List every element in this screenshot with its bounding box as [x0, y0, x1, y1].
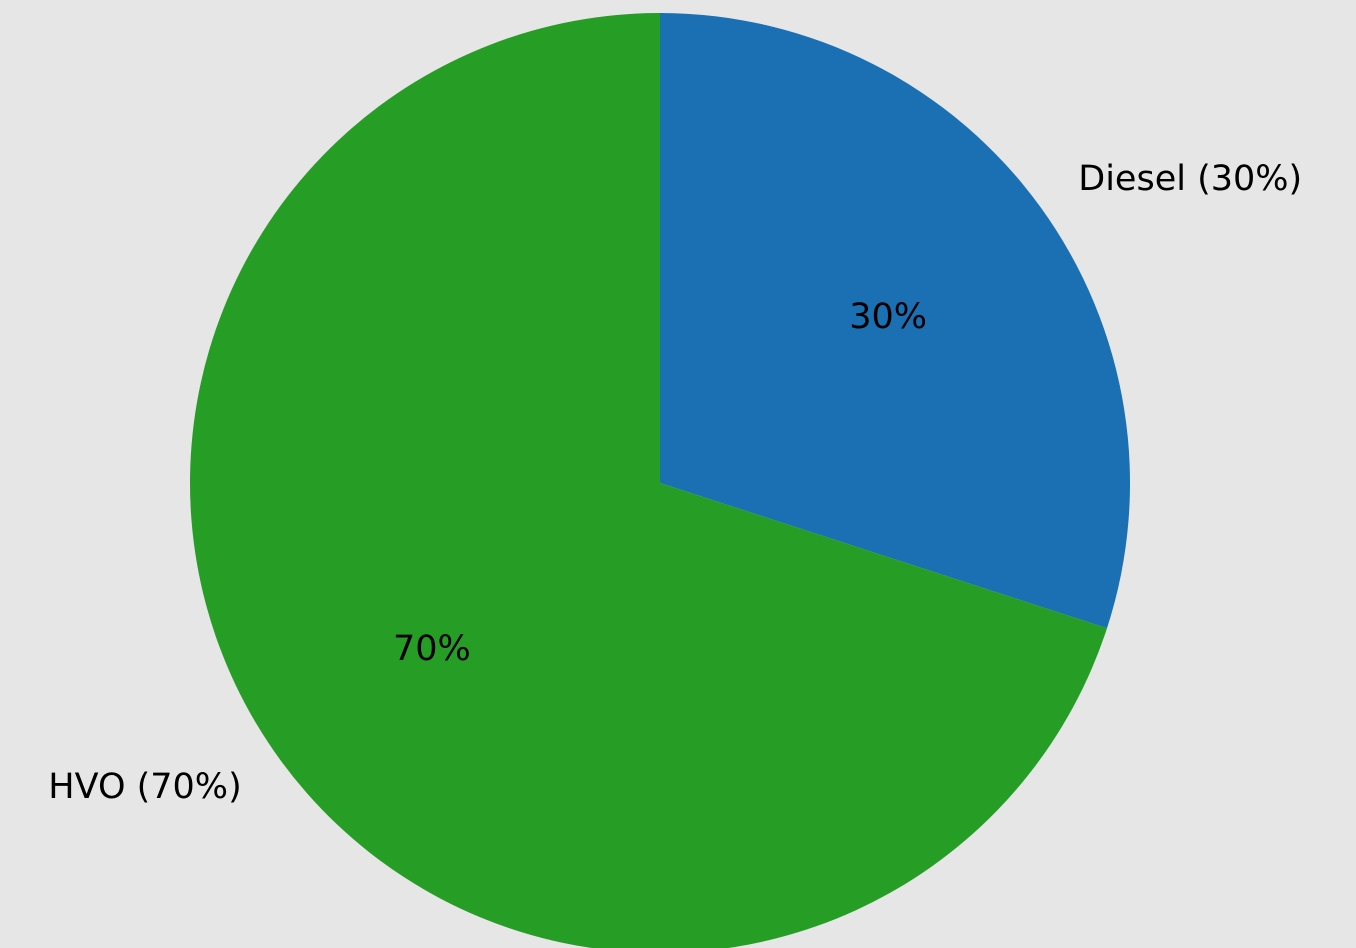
pie-slice-diesel	[660, 13, 1130, 629]
slice-category-label-diesel: Diesel (30%)	[1078, 159, 1302, 199]
pie-slice-hvo	[190, 13, 1107, 948]
pie-labels: 30% Diesel (30%) 70% HVO (70%)	[48, 159, 1302, 807]
slice-percent-label-hvo: 70%	[393, 629, 471, 669]
slice-category-label-hvo: HVO (70%)	[48, 767, 241, 807]
pie-slices	[190, 13, 1130, 948]
slice-percent-label-diesel: 30%	[849, 297, 927, 337]
